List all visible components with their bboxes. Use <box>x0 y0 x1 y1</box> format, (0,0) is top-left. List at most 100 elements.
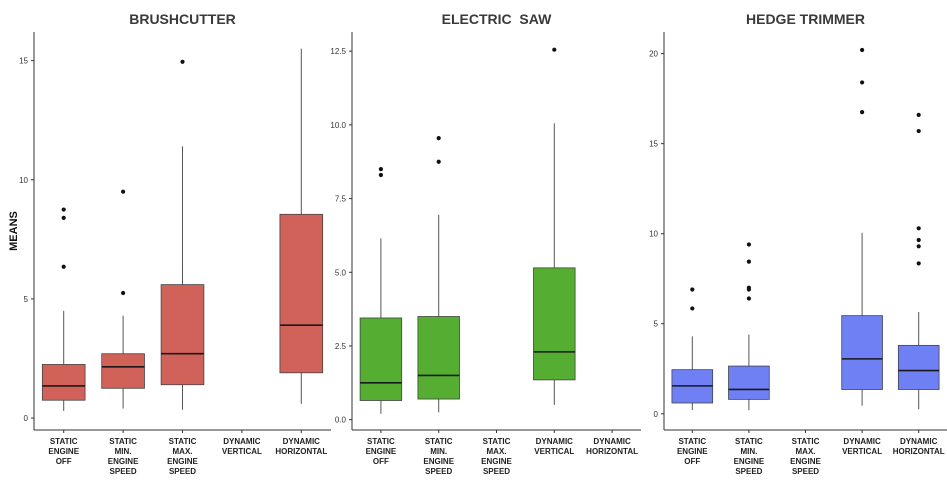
outlier-point <box>61 207 66 212</box>
y-tick-label: 20 <box>649 50 658 59</box>
y-tick-label: 15 <box>19 57 28 66</box>
x-tick-label: ENGINE <box>366 447 397 456</box>
outlier-point <box>436 136 441 141</box>
outlier-point <box>916 261 921 266</box>
x-tick-label: SPEED <box>735 467 762 476</box>
y-tick-label: 15 <box>649 140 658 149</box>
x-tick-label: MAX. <box>796 447 816 456</box>
x-tick-label: STATIC <box>735 437 763 446</box>
outlier-point <box>746 296 752 301</box>
y-tick-label: 5.0 <box>335 268 347 277</box>
x-tick-label: STATIC <box>109 437 137 446</box>
x-tick-label: SPEED <box>792 467 819 476</box>
x-tick-label: ENGINE <box>677 447 708 456</box>
x-tick-label: VERTICAL <box>222 447 262 456</box>
y-tick-label: 0 <box>654 410 659 419</box>
x-tick-label: ENGINE <box>48 447 79 456</box>
y-tick-label: 10.0 <box>330 121 346 130</box>
outlier-point <box>916 244 921 249</box>
x-tick-label: MAX. <box>487 447 507 456</box>
outlier-point <box>690 306 695 311</box>
outlier-point <box>860 110 865 115</box>
box-iqr <box>160 284 205 386</box>
x-tick-label: ENGINE <box>423 457 454 466</box>
x-tick-label: ENGINE <box>167 457 198 466</box>
y-tick-label: 12.5 <box>330 47 346 56</box>
x-tick-label: STATIC <box>792 437 820 446</box>
y-tick-label: 5 <box>24 295 29 304</box>
x-tick-label: MAX. <box>173 447 193 456</box>
x-tick-label: VERTICAL <box>534 447 574 456</box>
x-tick-label: STATIC <box>483 437 511 446</box>
box-iqr <box>841 315 883 390</box>
outlier-point <box>690 287 695 292</box>
x-tick-label: DYNAMIC <box>900 437 938 446</box>
outlier-point <box>378 166 383 172</box>
x-tick-label: SPEED <box>483 467 510 476</box>
outlier-point <box>61 264 66 269</box>
x-tick-label: HORIZONTAL <box>275 447 327 456</box>
x-tick-label: ENGINE <box>790 457 821 466</box>
x-tick-label: DYNAMIC <box>223 437 261 446</box>
y-tick-label: 0 <box>24 414 29 423</box>
x-tick-label: DYNAMIC <box>536 437 574 446</box>
box-iqr <box>279 213 324 374</box>
outlier-point <box>916 237 921 243</box>
outlier-point <box>61 215 66 220</box>
box-iqr <box>897 344 940 390</box>
outlier-point <box>746 259 752 264</box>
x-tick-label: DYNAMIC <box>593 437 631 446</box>
panel-title: HEDGE TRIMMER <box>746 11 865 27</box>
x-tick-label: SPEED <box>110 467 137 476</box>
x-tick-label: MIN. <box>115 447 132 456</box>
box-iqr <box>533 267 576 381</box>
box-iqr <box>101 353 145 389</box>
outlier-point <box>180 59 185 64</box>
box-iqr <box>41 364 86 401</box>
x-tick-label: SPEED <box>169 467 196 476</box>
outlier-point <box>916 226 921 231</box>
box-iqr <box>417 316 460 400</box>
x-tick-label: DYNAMIC <box>843 437 881 446</box>
x-tick-label: OFF <box>56 457 72 466</box>
y-tick-label: 7.5 <box>335 195 347 204</box>
y-tick-label: 2.5 <box>335 342 347 351</box>
x-tick-label: STATIC <box>678 437 706 446</box>
panel-title: ELECTRIC SAW <box>442 11 552 27</box>
outlier-point <box>378 172 383 178</box>
x-tick-label: STATIC <box>169 437 197 446</box>
x-tick-label: HORIZONTAL <box>586 447 638 456</box>
x-tick-label: ENGINE <box>734 457 765 466</box>
box-iqr <box>359 317 403 401</box>
y-axis-label: MEANS <box>8 211 20 251</box>
panel-title: BRUSHCUTTER <box>129 11 236 27</box>
outlier-point <box>552 47 557 52</box>
outlier-point <box>916 112 921 117</box>
outlier-point <box>436 159 441 164</box>
y-tick-label: 10 <box>649 230 658 239</box>
x-tick-label: VERTICAL <box>842 447 882 456</box>
outlier-point <box>860 80 865 85</box>
outlier-point <box>121 290 126 296</box>
y-tick-label: 5 <box>654 320 659 329</box>
box-iqr <box>728 365 770 400</box>
x-tick-label: ENGINE <box>108 457 139 466</box>
x-tick-label: STATIC <box>367 437 395 446</box>
x-tick-label: STATIC <box>50 437 78 446</box>
x-tick-label: STATIC <box>425 437 453 446</box>
x-tick-label: SPEED <box>425 467 452 476</box>
x-tick-label: MIN. <box>740 447 757 456</box>
outlier-point <box>916 128 921 134</box>
y-tick-label: 10 <box>19 176 28 185</box>
x-tick-label: DYNAMIC <box>283 437 321 446</box>
outlier-point <box>860 47 865 53</box>
x-tick-label: OFF <box>373 457 389 466</box>
x-tick-label: HORIZONTAL <box>893 447 945 456</box>
outlier-point <box>121 189 126 194</box>
outlier-point <box>746 242 752 247</box>
x-tick-label: ENGINE <box>481 457 512 466</box>
y-tick-label: 0.0 <box>335 416 347 425</box>
x-tick-label: MIN. <box>430 447 447 456</box>
